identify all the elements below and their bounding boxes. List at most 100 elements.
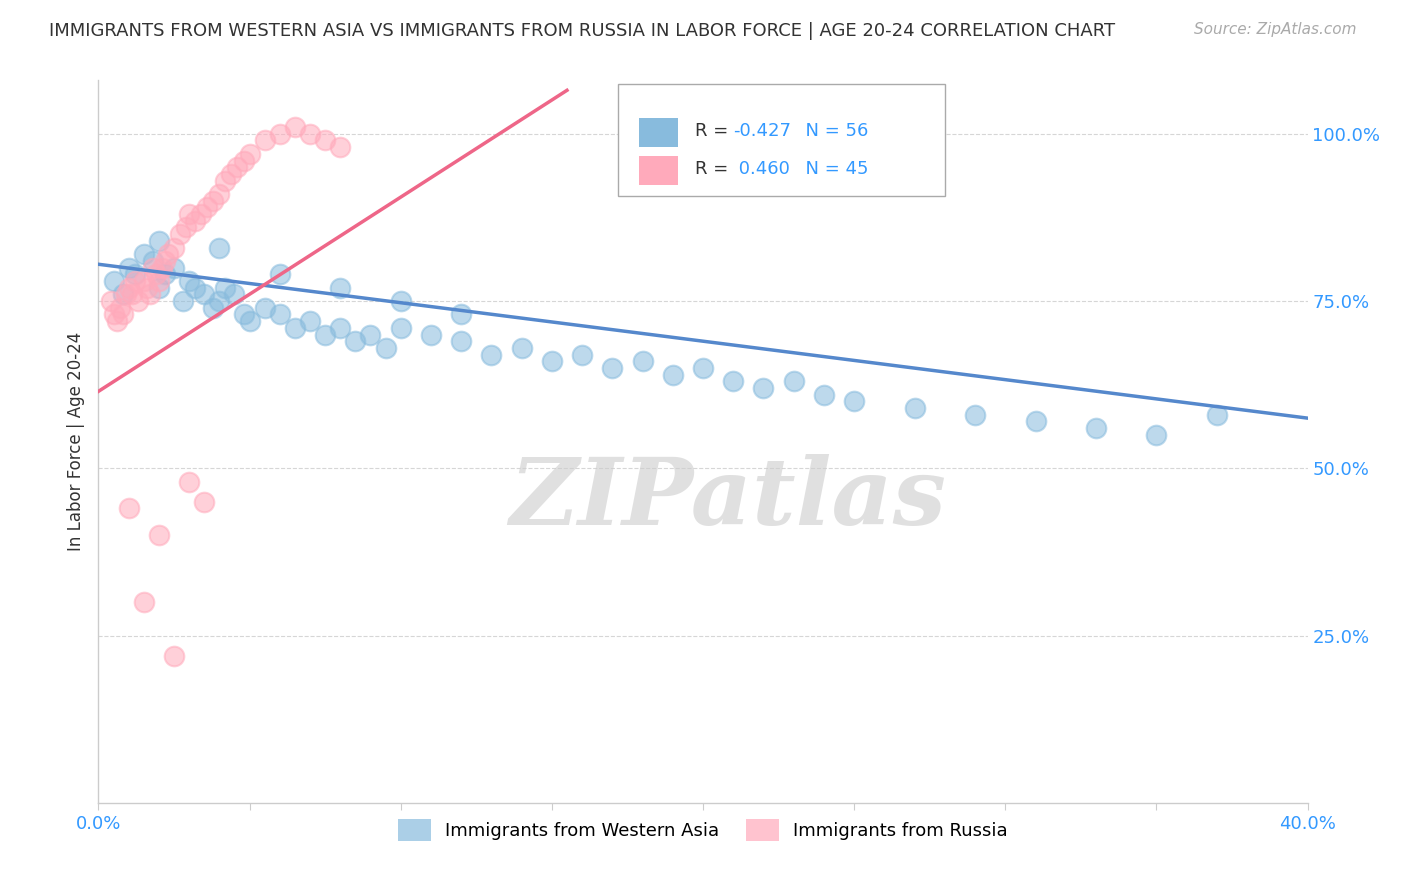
Point <box>111 287 134 301</box>
Point <box>111 307 134 322</box>
Point <box>329 281 352 295</box>
Point <box>631 354 654 368</box>
Point <box>174 220 197 235</box>
Point <box>374 341 396 355</box>
Point <box>299 314 322 328</box>
Text: IMMIGRANTS FROM WESTERN ASIA VS IMMIGRANTS FROM RUSSIA IN LABOR FORCE | AGE 20-2: IMMIGRANTS FROM WESTERN ASIA VS IMMIGRAN… <box>49 22 1115 40</box>
Point <box>193 287 215 301</box>
Point <box>193 494 215 508</box>
Text: R =: R = <box>695 161 734 178</box>
Point <box>329 140 352 154</box>
Point <box>481 348 503 362</box>
Point <box>602 361 624 376</box>
Text: Source: ZipAtlas.com: Source: ZipAtlas.com <box>1194 22 1357 37</box>
Point <box>124 274 146 288</box>
Point <box>148 528 170 542</box>
Point <box>214 173 236 188</box>
Point <box>118 281 141 295</box>
Point <box>510 341 533 355</box>
Point <box>389 294 412 309</box>
Point <box>783 375 806 389</box>
Point <box>132 595 155 609</box>
Text: N = 45: N = 45 <box>793 161 868 178</box>
Point <box>571 348 593 362</box>
Point <box>124 268 146 282</box>
Point <box>389 321 412 335</box>
Point <box>329 321 352 335</box>
Point <box>208 187 231 202</box>
Point <box>105 314 128 328</box>
Point <box>118 260 141 275</box>
Point <box>1144 427 1167 442</box>
Text: 0.460: 0.460 <box>734 161 790 178</box>
Text: R =: R = <box>695 122 734 140</box>
Point <box>163 241 186 255</box>
Point <box>103 274 125 288</box>
Point <box>314 327 336 342</box>
Point <box>904 401 927 416</box>
Point <box>184 281 207 295</box>
Point <box>142 260 165 275</box>
FancyBboxPatch shape <box>638 156 678 185</box>
Point <box>723 375 745 389</box>
FancyBboxPatch shape <box>619 84 945 196</box>
Point <box>450 334 472 349</box>
Point <box>232 153 254 168</box>
Point <box>208 241 231 255</box>
Point <box>153 268 176 282</box>
Point <box>232 307 254 322</box>
Point <box>142 254 165 268</box>
Point <box>269 127 291 141</box>
Text: N = 56: N = 56 <box>793 122 868 140</box>
Point <box>179 207 201 221</box>
Point <box>1206 408 1229 422</box>
Point <box>344 334 367 349</box>
Point <box>269 268 291 282</box>
Point <box>239 314 262 328</box>
Point <box>253 301 276 315</box>
Point <box>226 161 249 175</box>
Point <box>132 247 155 261</box>
Point <box>420 327 443 342</box>
Point <box>184 214 207 228</box>
Point <box>135 281 157 295</box>
Point <box>540 354 562 368</box>
Point <box>360 327 382 342</box>
Point <box>284 120 307 135</box>
Point <box>752 381 775 395</box>
Point <box>108 301 131 315</box>
Point <box>253 134 276 148</box>
Point <box>150 260 173 275</box>
Point <box>172 294 194 309</box>
Point <box>844 394 866 409</box>
Point <box>132 274 155 288</box>
Text: -0.427: -0.427 <box>734 122 792 140</box>
Point <box>100 294 122 309</box>
Legend: Immigrants from Western Asia, Immigrants from Russia: Immigrants from Western Asia, Immigrants… <box>391 812 1015 848</box>
Point <box>114 287 136 301</box>
Point <box>1024 414 1046 429</box>
Text: ZIPatlas: ZIPatlas <box>509 454 946 544</box>
Point <box>450 307 472 322</box>
Point <box>269 307 291 322</box>
Point <box>118 501 141 516</box>
Point <box>121 287 143 301</box>
Point <box>169 227 191 242</box>
Point <box>148 234 170 248</box>
Point <box>163 260 186 275</box>
Point <box>965 408 987 422</box>
Point <box>239 147 262 161</box>
Point <box>148 274 170 288</box>
Point <box>148 281 170 295</box>
Point <box>103 307 125 322</box>
Point <box>190 207 212 221</box>
FancyBboxPatch shape <box>638 118 678 147</box>
Point <box>208 294 231 309</box>
Point <box>139 287 162 301</box>
Point <box>299 127 322 141</box>
Point <box>813 387 835 401</box>
Point <box>195 201 218 215</box>
Point <box>202 301 225 315</box>
Point <box>284 321 307 335</box>
Point <box>214 281 236 295</box>
